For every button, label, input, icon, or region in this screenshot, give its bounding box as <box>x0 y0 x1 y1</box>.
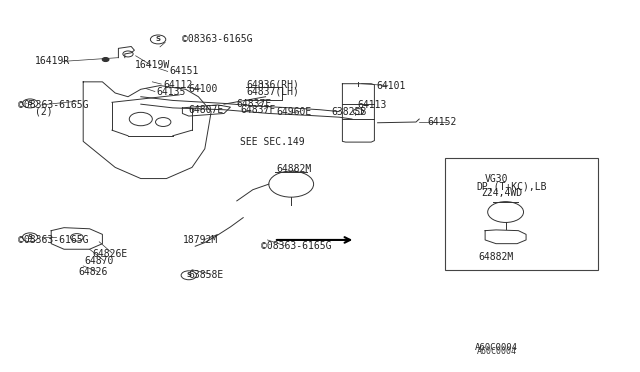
Text: 64882M: 64882M <box>479 253 514 262</box>
Text: (2): (2) <box>35 107 53 116</box>
Text: 64112: 64112 <box>163 80 193 90</box>
Text: 64113: 64113 <box>357 100 387 110</box>
Circle shape <box>102 58 109 61</box>
Text: 64836(RH): 64836(RH) <box>246 80 300 90</box>
Text: 64826: 64826 <box>79 267 108 277</box>
Text: S: S <box>28 100 33 106</box>
Text: 64100: 64100 <box>189 84 218 93</box>
Text: 64151: 64151 <box>170 67 199 76</box>
Text: 64870: 64870 <box>84 256 114 266</box>
Text: 64101: 64101 <box>376 81 406 90</box>
Text: 64826E: 64826E <box>93 249 128 259</box>
Text: 64837E: 64837E <box>237 99 272 109</box>
Text: Z24,4WD: Z24,4WD <box>481 188 522 198</box>
Text: S: S <box>186 272 191 278</box>
Text: 63825B: 63825B <box>332 107 367 116</box>
Text: 64837F: 64837F <box>240 105 275 115</box>
Text: S: S <box>156 36 161 42</box>
Text: DP,(T+KC),LB: DP,(T+KC),LB <box>477 181 547 191</box>
Text: 64837(LH): 64837(LH) <box>246 86 300 96</box>
Text: VG30: VG30 <box>485 174 509 184</box>
Text: ©08363-6165G: ©08363-6165G <box>18 235 88 245</box>
Text: 64135: 64135 <box>157 87 186 97</box>
Text: ©08363-6165G: ©08363-6165G <box>261 241 332 251</box>
Text: A60C0004: A60C0004 <box>477 347 517 356</box>
Text: 64960E: 64960E <box>276 108 312 117</box>
Text: SEE SEC.149: SEE SEC.149 <box>240 137 305 147</box>
Text: 63858E: 63858E <box>189 270 224 279</box>
Text: A60C0004: A60C0004 <box>475 343 518 352</box>
Bar <box>445 158 598 270</box>
Text: 64882M: 64882M <box>276 164 312 174</box>
Text: 18792M: 18792M <box>182 235 218 245</box>
Text: S: S <box>28 234 33 240</box>
Text: 16419R: 16419R <box>35 57 70 66</box>
Text: ©08363-6165G: ©08363-6165G <box>18 100 88 110</box>
Text: ©08363-6165G: ©08363-6165G <box>182 34 253 44</box>
Text: 64807E: 64807E <box>189 105 224 115</box>
Text: 16419W: 16419W <box>134 60 170 70</box>
Text: 64152: 64152 <box>428 117 457 127</box>
